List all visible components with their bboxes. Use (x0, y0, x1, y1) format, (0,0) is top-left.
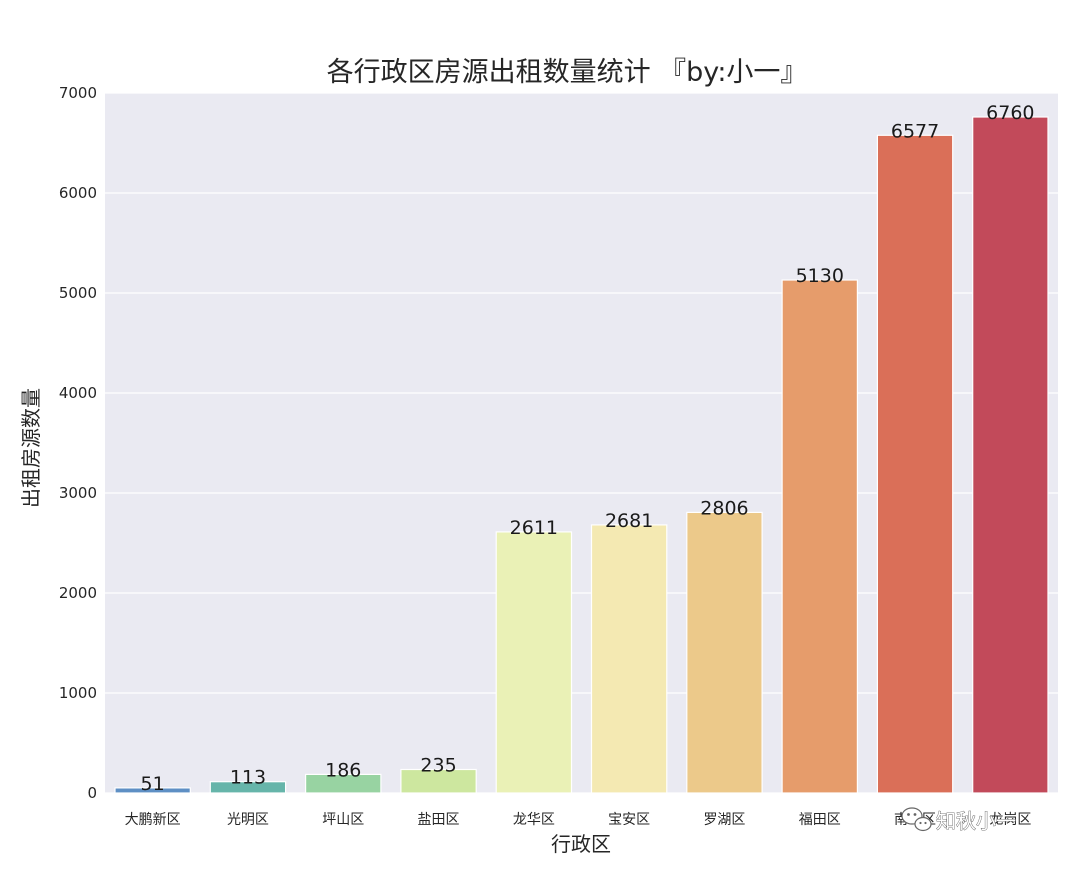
y-tick-label: 0 (87, 784, 97, 802)
bar-9 (876, 134, 954, 794)
x-axis-label: 行政区 (551, 832, 611, 856)
bar-value-label: 186 (325, 759, 361, 781)
bar-6 (590, 524, 668, 794)
bar-4 (400, 768, 477, 794)
bar-value-label: 5130 (796, 265, 844, 287)
y-tick-label: 2000 (59, 584, 97, 602)
watermark: 知秋小一 (901, 807, 1016, 833)
bar-2 (209, 781, 287, 794)
y-axis-label: 出租房源数量 (19, 388, 43, 508)
y-tick-label: 6000 (59, 184, 97, 202)
y-tick-label: 7000 (59, 84, 97, 102)
bar-label-layer: 51 113 186 235 2611 2681 2806 5130 6577 6760 (141, 102, 1035, 795)
bar-layer (114, 116, 1049, 794)
bar-7 (686, 511, 763, 794)
watermark-text: 知秋小一 (936, 809, 1016, 833)
x-tick-label: 大鹏新区 (125, 812, 181, 828)
bar-5 (495, 531, 573, 794)
x-tick-label: 盐田区 (418, 812, 460, 828)
x-tick-label: 坪山区 (322, 812, 364, 828)
bar-value-label: 113 (230, 767, 266, 789)
y-tick-label: 4000 (59, 384, 97, 402)
x-tick-label: 罗湖区 (703, 812, 745, 828)
x-tick-label: 福田区 (799, 812, 841, 828)
wechat-icon (901, 807, 932, 832)
bar-value-label: 6760 (986, 102, 1034, 124)
y-tick-layer: 0 1000 2000 3000 4000 5000 6000 7000 (59, 84, 97, 802)
x-tick-label: 龙岗区 (989, 812, 1031, 828)
x-tick-label: 龙华区 (513, 812, 555, 828)
bar-value-label: 2611 (510, 517, 558, 539)
bar-8 (781, 279, 858, 794)
bar-3 (305, 773, 382, 794)
bar-1 (114, 787, 191, 794)
bar-value-label: 235 (420, 755, 456, 777)
bar-value-label: 6577 (891, 120, 939, 142)
bar-value-label: 2681 (605, 510, 653, 532)
y-tick-label: 5000 (59, 284, 97, 302)
x-tick-label: 宝安区 (608, 812, 650, 828)
x-tick-label: 光明区 (227, 812, 269, 828)
bar-value-label: 2806 (700, 497, 748, 519)
x-tick-layer: 大鹏新区光明区坪山区盐田区龙华区宝安区罗湖区福田区南山区龙岗区 (125, 812, 1032, 828)
bar-value-label: 51 (141, 773, 165, 795)
bar-10 (972, 116, 1049, 794)
chart-title: 各行政区房源出租数量统计 『by:小一』 (327, 57, 808, 88)
y-tick-label: 1000 (59, 684, 97, 702)
y-tick-label: 3000 (59, 484, 97, 502)
